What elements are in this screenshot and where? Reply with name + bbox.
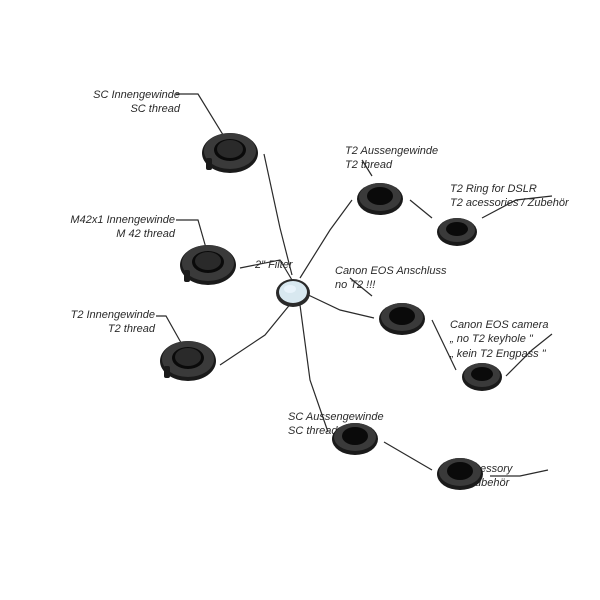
part-2inch-filter <box>275 275 311 311</box>
part-t2-dslr-ring <box>435 215 479 249</box>
label-t2-outer: T2 Aussengewinde T2 thread <box>345 144 438 173</box>
part-canon-camera-ring <box>460 360 504 394</box>
part-t2-outer-ring <box>355 180 405 218</box>
label-sc-inner: SC Innengewinde SC thread <box>80 88 180 117</box>
part-m42-inner-ring <box>178 242 238 288</box>
label-t2-inner: T2 Innengewinde T2 thread <box>60 308 155 337</box>
label-canon-anschluss: Canon EOS Anschluss no T2 !!! <box>335 264 446 293</box>
label-t2-ring: T2 Ring for DSLR T2 acessories / Zubehör <box>450 182 569 211</box>
part-sc-inner-ring <box>200 130 260 176</box>
part-canon-anschluss-ring <box>377 300 427 338</box>
label-filter: 2" Filter <box>255 258 293 272</box>
part-sc-accessory-ring <box>435 455 485 493</box>
label-m42-inner: M42x1 Innengewinde M 42 thread <box>55 213 175 242</box>
part-sc-outer-ring <box>330 420 380 458</box>
label-canon-camera: Canon EOS camera „ no T2 keyhole " „ kei… <box>450 318 548 361</box>
part-t2-inner-ring <box>158 338 218 384</box>
